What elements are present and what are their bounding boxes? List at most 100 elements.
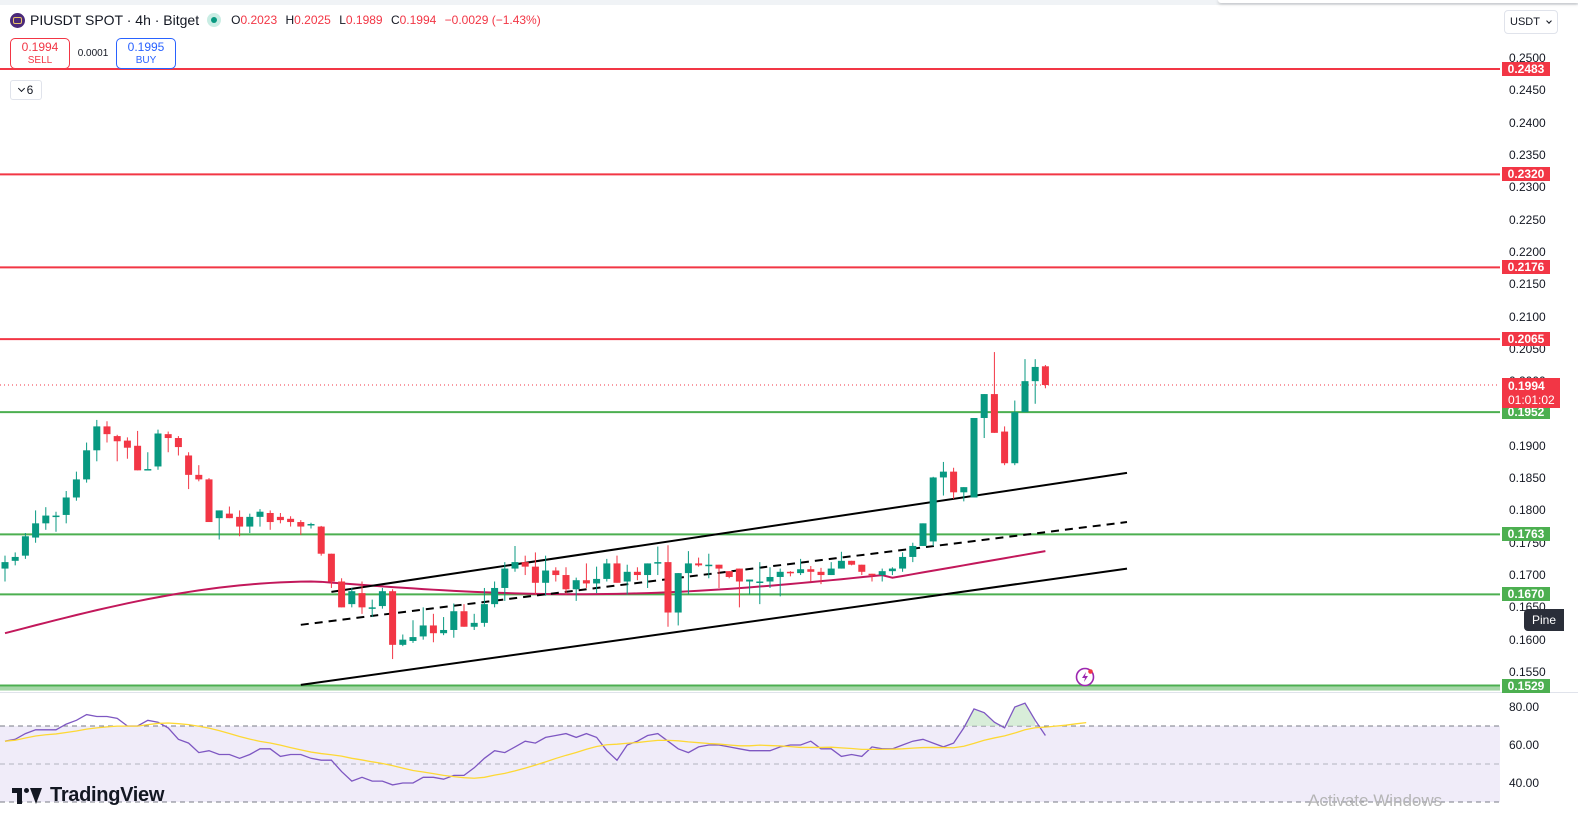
candle-body [470, 622, 478, 627]
candle-body [83, 450, 91, 480]
rsi-axis-label: 80.00 [1509, 700, 1540, 714]
indicators-toggle-button[interactable]: 6 [10, 80, 42, 100]
candle-body [185, 455, 193, 475]
price-axis-label: 0.2500 [1509, 51, 1546, 65]
candle-body [817, 571, 825, 576]
candle-body [11, 556, 19, 561]
candle-body [501, 568, 509, 588]
price-axis-label: 0.1600 [1509, 632, 1546, 647]
candle-body [256, 511, 264, 517]
candle-body [725, 571, 733, 577]
candle-body [542, 570, 550, 583]
change-value: −0.0029 (−1.43%) [444, 13, 541, 27]
candle-body [654, 562, 662, 564]
resistance-price-tag: 0.2483 [1502, 61, 1550, 76]
candle-body [960, 487, 968, 493]
candle-body [134, 445, 142, 471]
price-axis-label: 0.2100 [1509, 309, 1546, 324]
price-axis-label: 0.1700 [1509, 568, 1546, 583]
candle-body [327, 553, 335, 582]
candle-body [297, 522, 305, 527]
candle-body [450, 611, 458, 630]
resistance-price-tag: 0.2320 [1502, 167, 1550, 182]
candle-body [919, 523, 927, 546]
candle-body [52, 515, 60, 518]
indicator-count: 6 [26, 83, 34, 97]
support-price-tag: 0.1763 [1502, 527, 1550, 542]
price-axis-label: 0.1900 [1509, 438, 1546, 453]
price-axis-label: 0.2400 [1509, 115, 1546, 130]
price-axis-label: 0.2150 [1509, 277, 1546, 292]
candle-body [378, 591, 386, 607]
candle-body [939, 471, 947, 478]
sell-price: 0.1994 [21, 39, 59, 54]
open-value: 0.2023 [240, 13, 278, 27]
candle-body [480, 604, 488, 623]
pine-tooltip[interactable]: Pine [1524, 609, 1564, 631]
candle-body [215, 510, 223, 519]
current-price: 0.1994 [1508, 379, 1545, 393]
candle-body [358, 593, 366, 608]
high-label: H [285, 13, 295, 27]
resistance-price-tag: 0.2176 [1502, 260, 1550, 275]
logo-text: TradingView [50, 784, 165, 806]
tradingview-logo[interactable]: TradingView [12, 784, 164, 807]
chevron-down-icon [1546, 17, 1552, 24]
candle-body [746, 579, 754, 582]
support-price-tag: 0.1529 [1502, 678, 1550, 693]
activate-windows-watermark: Activate Windows [1308, 791, 1443, 810]
candle-body [236, 516, 244, 527]
candle-body [399, 639, 407, 645]
price-axis-label: 0.2350 [1509, 147, 1546, 162]
low-value: 0.1989 [345, 13, 383, 27]
candle-body [21, 536, 29, 556]
price-axis-label: 0.1550 [1509, 664, 1546, 679]
candle-body [144, 469, 152, 471]
buy-price: 0.1995 [127, 39, 165, 54]
lightning-alert-icon[interactable] [1075, 667, 1095, 687]
candle-body [266, 512, 274, 523]
low-label: L [339, 13, 346, 27]
candle-body [990, 394, 998, 433]
ohlc-values: O0.2023 H0.2025 L0.1989 C0.1994 −0.0029 … [231, 13, 546, 27]
buy-label: BUY [135, 54, 157, 66]
price-axis-label: 0.1850 [1509, 471, 1546, 486]
candle-body [664, 562, 672, 613]
candle-body [440, 629, 448, 634]
pane-separator[interactable] [0, 692, 1500, 693]
candle-body [837, 560, 845, 569]
support-price-tag: 0.1952 [1502, 405, 1550, 420]
candle-body [797, 569, 805, 574]
candle-body [970, 417, 978, 498]
candle-body [419, 625, 427, 637]
candle-body [1041, 366, 1049, 386]
candle-body [878, 571, 886, 576]
price-axis-label: 0.1800 [1509, 503, 1546, 518]
candle-body [613, 563, 621, 583]
candle-body [572, 580, 580, 590]
sell-button[interactable]: 0.1994 SELL [10, 38, 70, 69]
candle-body [225, 513, 233, 519]
candle-body [307, 523, 315, 526]
candle-body [807, 569, 815, 572]
candle-body [644, 563, 652, 576]
candle-body [756, 581, 764, 584]
rsi-ma-line [4, 721, 1087, 779]
spread-value: 0.0001 [77, 48, 109, 59]
level-band [0, 686, 1500, 691]
candle-body [1001, 431, 1009, 464]
candle-body [705, 564, 713, 567]
candle-body [786, 571, 794, 574]
price-axis-label: 0.2250 [1509, 212, 1546, 227]
buy-button[interactable]: 0.1995 BUY [116, 38, 176, 69]
candle-body [735, 568, 743, 582]
candle-body [460, 611, 468, 627]
candle-body [32, 523, 40, 538]
symbol-title[interactable]: PIUSDT SPOT · 4h · Bitget [30, 12, 200, 28]
candle-body [899, 556, 907, 569]
chart-legend: PIUSDT SPOT · 4h · Bitget O0.2023 H0.202… [10, 12, 546, 28]
current-price-tag: 0.1994 01:01:02 [1502, 378, 1560, 408]
candle-body [684, 563, 692, 574]
currency-select[interactable]: USDT [1504, 10, 1558, 34]
